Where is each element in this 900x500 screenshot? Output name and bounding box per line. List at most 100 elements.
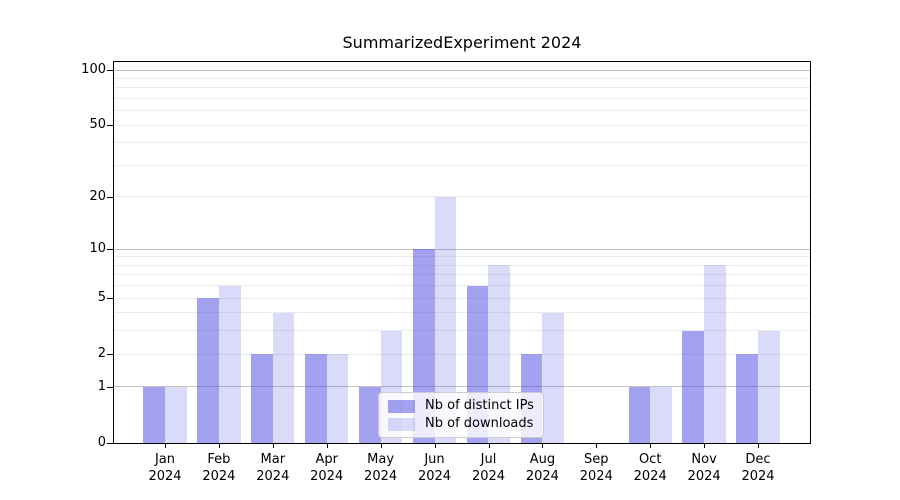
x-tick-label-dec: Dec 2024 [726, 451, 790, 485]
y-tick-mark [107, 387, 113, 388]
bar-ips-oct [628, 387, 651, 443]
x-tick-label-feb: Feb 2024 [187, 451, 251, 485]
bar-downloads-feb [218, 285, 241, 443]
y-tick-mark [107, 354, 113, 356]
x-tick-year: 2024 [364, 469, 398, 484]
y-tick-label-50: 50 [89, 117, 106, 133]
gridline [114, 312, 810, 314]
gridline [114, 297, 810, 299]
x-tick-mark [380, 444, 382, 448]
x-tick-month: Jun [424, 452, 445, 467]
x-tick-label-oct: Oct 2024 [618, 451, 682, 485]
x-tick-mark [650, 444, 652, 448]
gridline [114, 69, 810, 71]
gridline [114, 164, 810, 166]
y-tick-label-100: 100 [81, 62, 106, 77]
x-tick-mark [218, 444, 220, 448]
bar-downloads-oct [650, 387, 672, 443]
bar-downloads-apr [326, 354, 349, 443]
x-tick-year: 2024 [417, 469, 452, 484]
gridline [114, 142, 810, 144]
x-tick-month: Nov [691, 452, 717, 467]
legend-label: Nb of downloads [425, 416, 534, 431]
legend: Nb of distinct IPs Nb of downloads [378, 392, 544, 438]
x-tick-label-nov: Nov 2024 [672, 451, 736, 485]
x-tick-year: 2024 [148, 469, 182, 484]
x-tick-mark [596, 444, 598, 448]
bar-downloads-nov [704, 265, 726, 443]
x-tick-year: 2024 [310, 469, 344, 484]
x-tick-month: Apr [315, 452, 338, 467]
gridline [114, 248, 810, 250]
x-tick-month: Jan [154, 452, 176, 467]
gridline [114, 98, 810, 99]
bar-ips-apr [305, 354, 327, 443]
x-tick-month: Oct [638, 452, 662, 467]
x-tick-mark [272, 444, 274, 448]
x-tick-year: 2024 [202, 469, 236, 484]
x-tick-year: 2024 [525, 469, 559, 484]
gridline [114, 274, 810, 276]
x-tick-mark [165, 444, 166, 448]
x-tick-month: Sep [584, 452, 609, 467]
x-tick-label-apr: Apr 2024 [295, 451, 359, 485]
x-tick-mark [488, 444, 490, 448]
bar-ips-feb [197, 298, 219, 443]
x-tick-year: 2024 [256, 469, 290, 484]
x-tick-year: 2024 [579, 469, 613, 484]
gridline [114, 264, 810, 266]
x-tick-mark [326, 444, 328, 448]
bar-ips-dec [736, 354, 758, 443]
gridline [114, 386, 810, 388]
gridline [114, 353, 810, 355]
y-tick-mark [107, 70, 113, 71]
y-tick-mark [107, 249, 113, 251]
y-tick-label-5: 5 [97, 290, 106, 306]
y-tick-mark [107, 196, 113, 198]
bar-ips-may [359, 387, 381, 443]
x-tick-year: 2024 [633, 469, 667, 484]
plot-area: Nb of distinct IPs Nb of downloads [113, 61, 811, 444]
bar-downloads-mar [272, 312, 295, 443]
y-tick-mark [107, 443, 113, 444]
x-tick-month: Mar [260, 452, 286, 467]
x-tick-year: 2024 [741, 469, 775, 484]
gridline [114, 110, 810, 112]
x-tick-label-jan: Jan 2024 [133, 451, 197, 485]
legend-swatch [388, 399, 415, 413]
gridline [114, 330, 810, 332]
x-tick-month: Feb [207, 452, 231, 467]
x-tick-mark [542, 444, 544, 448]
y-tick-mark [107, 298, 113, 300]
y-tick-label-0: 0 [97, 435, 106, 450]
gridline [114, 77, 810, 79]
y-tick-label-20: 20 [89, 188, 106, 204]
x-tick-label-may: May 2024 [349, 451, 413, 485]
x-tick-year: 2024 [687, 469, 721, 484]
y-tick-mark [107, 125, 113, 127]
chart-title: SummarizedExperiment 2024 [342, 33, 582, 52]
legend-label: Nb of distinct IPs [425, 398, 534, 413]
bar-ips-jan [143, 387, 165, 443]
x-tick-mark [758, 444, 759, 448]
x-tick-mark [704, 444, 706, 448]
bar-downloads-jun [434, 196, 457, 443]
x-tick-month: Aug [529, 452, 556, 467]
gridline [114, 256, 810, 258]
x-tick-label-aug: Aug 2024 [510, 451, 574, 485]
x-tick-label-sep: Sep 2024 [564, 451, 628, 485]
bar-ips-nov [682, 331, 705, 443]
x-tick-label-jun: Jun 2024 [403, 451, 467, 485]
gridline [114, 196, 810, 198]
gridline [114, 285, 810, 287]
x-tick-month: Jul [480, 452, 497, 467]
x-tick-label-mar: Mar 2024 [241, 451, 305, 485]
x-tick-mark [434, 444, 436, 448]
bar-downloads-jan [165, 387, 187, 443]
y-tick-label-2: 2 [97, 346, 106, 362]
legend-item-ips: Nb of distinct IPs [388, 399, 534, 413]
x-tick-month: May [367, 452, 395, 467]
gridline [114, 124, 810, 126]
x-tick-label-jul: Jul 2024 [457, 451, 521, 485]
